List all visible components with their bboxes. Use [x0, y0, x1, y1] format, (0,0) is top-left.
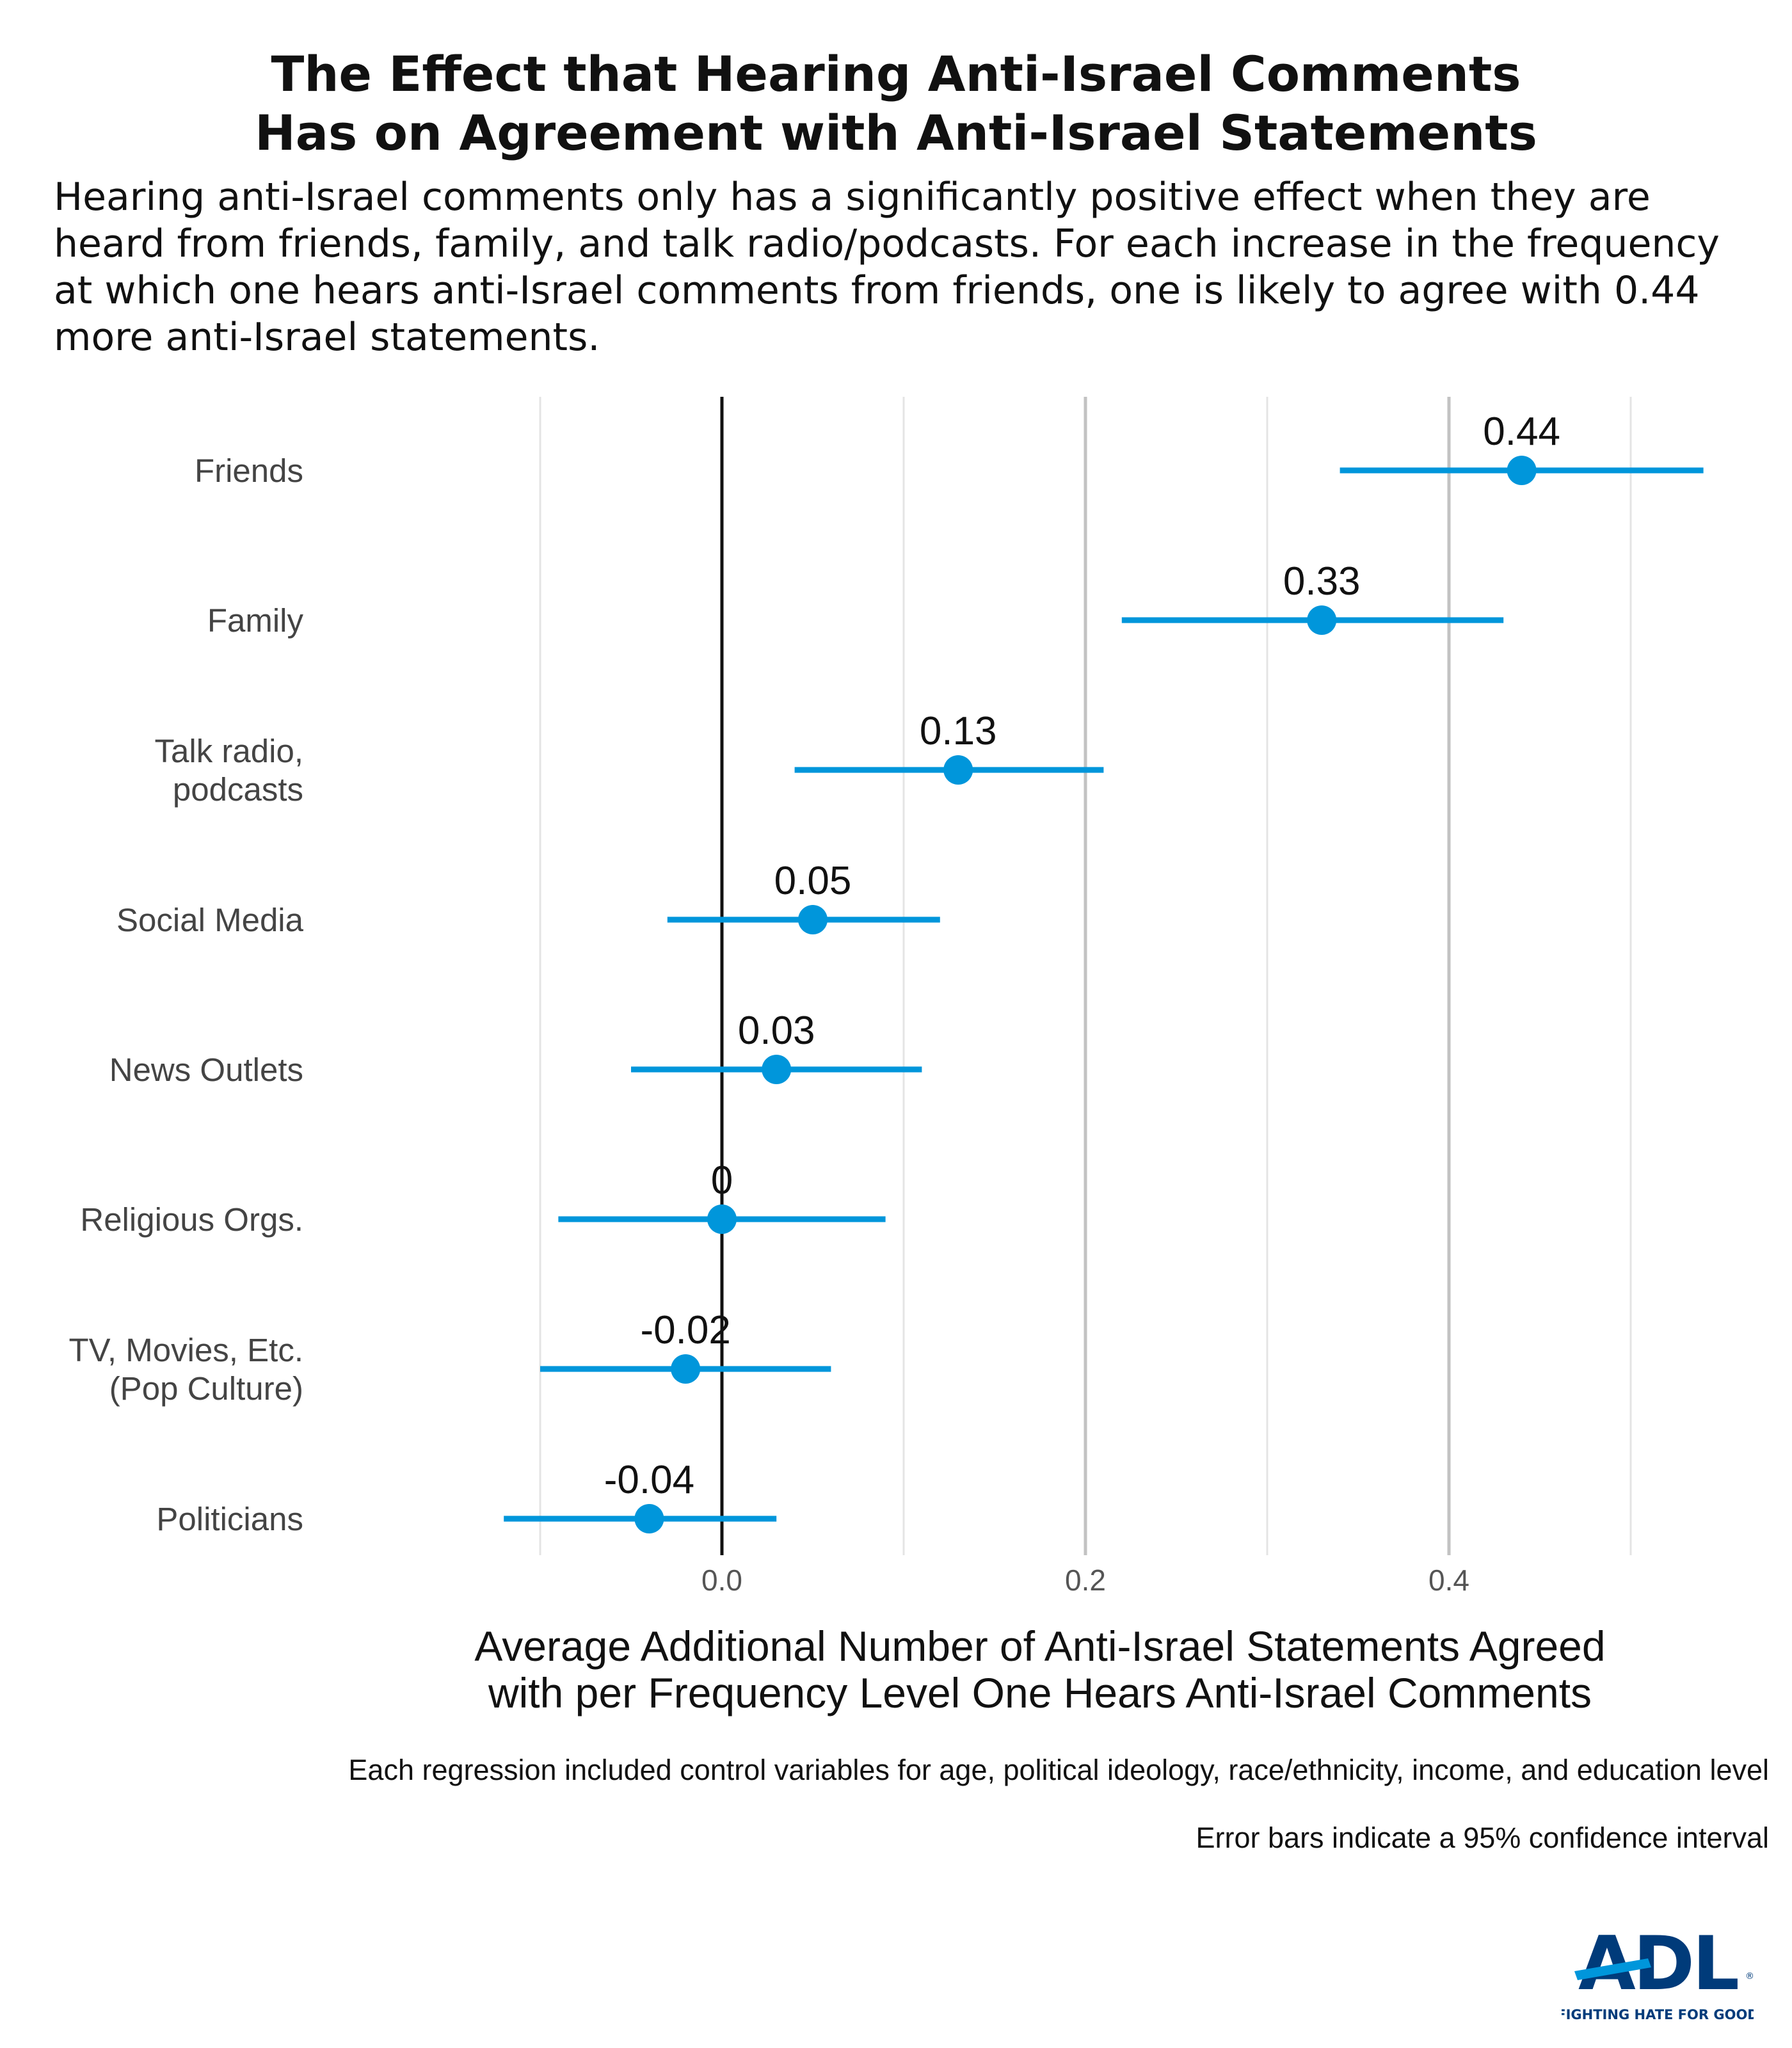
category-label: Family — [207, 602, 304, 639]
data-point — [1507, 456, 1537, 485]
data-point — [671, 1354, 701, 1384]
category-label: Religious Orgs. — [80, 1201, 303, 1238]
category-label: Friends — [195, 452, 303, 489]
x-tick-label: 0.2 — [1065, 1564, 1106, 1597]
data-label: 0.13 — [920, 709, 997, 753]
chart-subtitle: Hearing anti-Israel comments only has a … — [54, 175, 1720, 360]
data-point — [943, 755, 973, 785]
chart-title-line-1: The Effect that Hearing Anti-Israel Comm… — [271, 45, 1521, 102]
chart-title-line-2: Has on Agreement with Anti-Israel Statem… — [255, 104, 1537, 161]
data-label: 0.03 — [738, 1009, 815, 1053]
data-label: 0.44 — [1483, 410, 1560, 454]
data-label: -0.04 — [604, 1458, 694, 1502]
data-point — [798, 905, 828, 934]
adl-logo-tagline: FIGHTING HATE FOR GOOD — [1562, 2007, 1754, 2022]
chart-title: The Effect that Hearing Anti-Israel Comm… — [0, 45, 1792, 163]
adl-logo-wordmark: ADL — [1578, 1921, 1738, 2007]
category-label: Social Media — [116, 902, 304, 938]
footnote-error-bars: Error bars indicate a 95% confidence int… — [1196, 1821, 1769, 1854]
x-axis-label: Average Additional Number of Anti-Israel… — [474, 1622, 1605, 1670]
x-axis-label: with per Frequency Level One Hears Anti-… — [488, 1669, 1592, 1716]
footnote-controls: Each regression included control variabl… — [348, 1754, 1769, 1786]
registered-mark-icon: ® — [1745, 1971, 1754, 1981]
category-label: (Pop Culture) — [109, 1370, 303, 1407]
data-point — [762, 1055, 792, 1084]
data-label: 0.33 — [1283, 559, 1361, 604]
data-point — [707, 1204, 737, 1234]
adl-logo-swoosh — [1574, 1958, 1651, 1980]
data-label: -0.02 — [641, 1308, 731, 1352]
x-tick-label: 0.0 — [701, 1564, 742, 1597]
data-point — [1307, 605, 1337, 635]
forest-plot: 0.44 Friends 0.33 Family 0.13 Talk radio,podc… — [68, 397, 1704, 1716]
data-point — [634, 1504, 664, 1533]
category-label: News Outlets — [109, 1052, 303, 1088]
category-label: Talk radio, — [155, 733, 303, 769]
category-label: podcasts — [173, 771, 303, 808]
data-label: 0 — [711, 1158, 733, 1203]
adl-logo: ADL ® FIGHTING HATE FOR GOOD — [1562, 1921, 1754, 2022]
data-label: 0.05 — [774, 859, 852, 903]
category-label: TV, Movies, Etc. — [68, 1332, 303, 1368]
category-label: Politicians — [156, 1501, 303, 1537]
x-tick-label: 0.4 — [1428, 1564, 1469, 1597]
